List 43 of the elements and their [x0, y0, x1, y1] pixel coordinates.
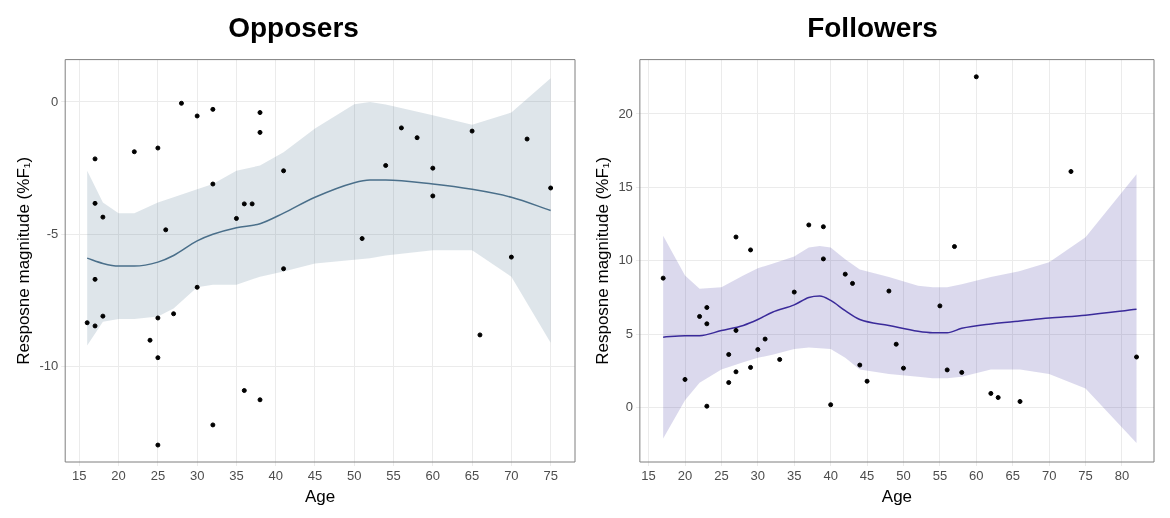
x-tick-label: 60 — [969, 468, 984, 484]
x-tick-label: 20 — [111, 468, 126, 484]
y-tick-label: -10 — [39, 358, 59, 374]
x-tick-label: 25 — [714, 468, 729, 484]
chart-title: Followers — [807, 11, 938, 43]
x-tick-label: 50 — [347, 468, 362, 484]
x-tick-label: 65 — [1005, 468, 1020, 484]
x-tick-label: 20 — [677, 468, 693, 484]
x-tick-label: 75 — [543, 468, 558, 484]
line-series — [86, 179, 552, 267]
y-tick-label: -5 — [46, 225, 59, 241]
chart-title: Opposers — [228, 11, 359, 43]
x-tick-label: 75 — [1078, 468, 1093, 484]
x-tick-label: 15 — [641, 468, 656, 484]
x-tick-label: 45 — [859, 468, 875, 484]
x-tick-label: 30 — [750, 468, 766, 484]
y-tick-label: 15 — [618, 178, 633, 194]
x-tick-label: 40 — [823, 468, 838, 484]
x-tick-label: 40 — [268, 468, 283, 484]
y-tick-label: 0 — [50, 93, 59, 109]
y-axis-title: Resposne magnitude (%F₁) — [13, 156, 33, 365]
x-tick-label: 15 — [72, 468, 87, 484]
x-tick-label: 50 — [896, 468, 911, 484]
x-axis-title: Age — [881, 487, 913, 507]
x-tick-label: 30 — [189, 468, 205, 484]
x-tick-label: 25 — [150, 468, 166, 484]
y-axis-title: Resposne magnitude (%F₁) — [592, 156, 612, 365]
x-tick-label: 70 — [1041, 468, 1057, 484]
y-tick-label: 0 — [625, 399, 633, 415]
x-tick-label: 65 — [464, 468, 480, 484]
x-tick-label: 55 — [932, 468, 948, 484]
y-tick-label: 10 — [618, 252, 633, 268]
x-tick-label: 80 — [1114, 468, 1130, 484]
x-axis-title: Age — [304, 487, 336, 507]
y-tick-label: 5 — [625, 325, 633, 341]
x-tick-label: 70 — [504, 468, 519, 484]
line-series — [662, 295, 1138, 338]
x-tick-label: 55 — [386, 468, 401, 484]
x-tick-label: 45 — [307, 468, 323, 484]
x-tick-label: 35 — [229, 468, 244, 484]
x-tick-label: 35 — [787, 468, 802, 484]
y-tick-label: 20 — [618, 105, 633, 121]
x-tick-label: 60 — [425, 468, 441, 484]
